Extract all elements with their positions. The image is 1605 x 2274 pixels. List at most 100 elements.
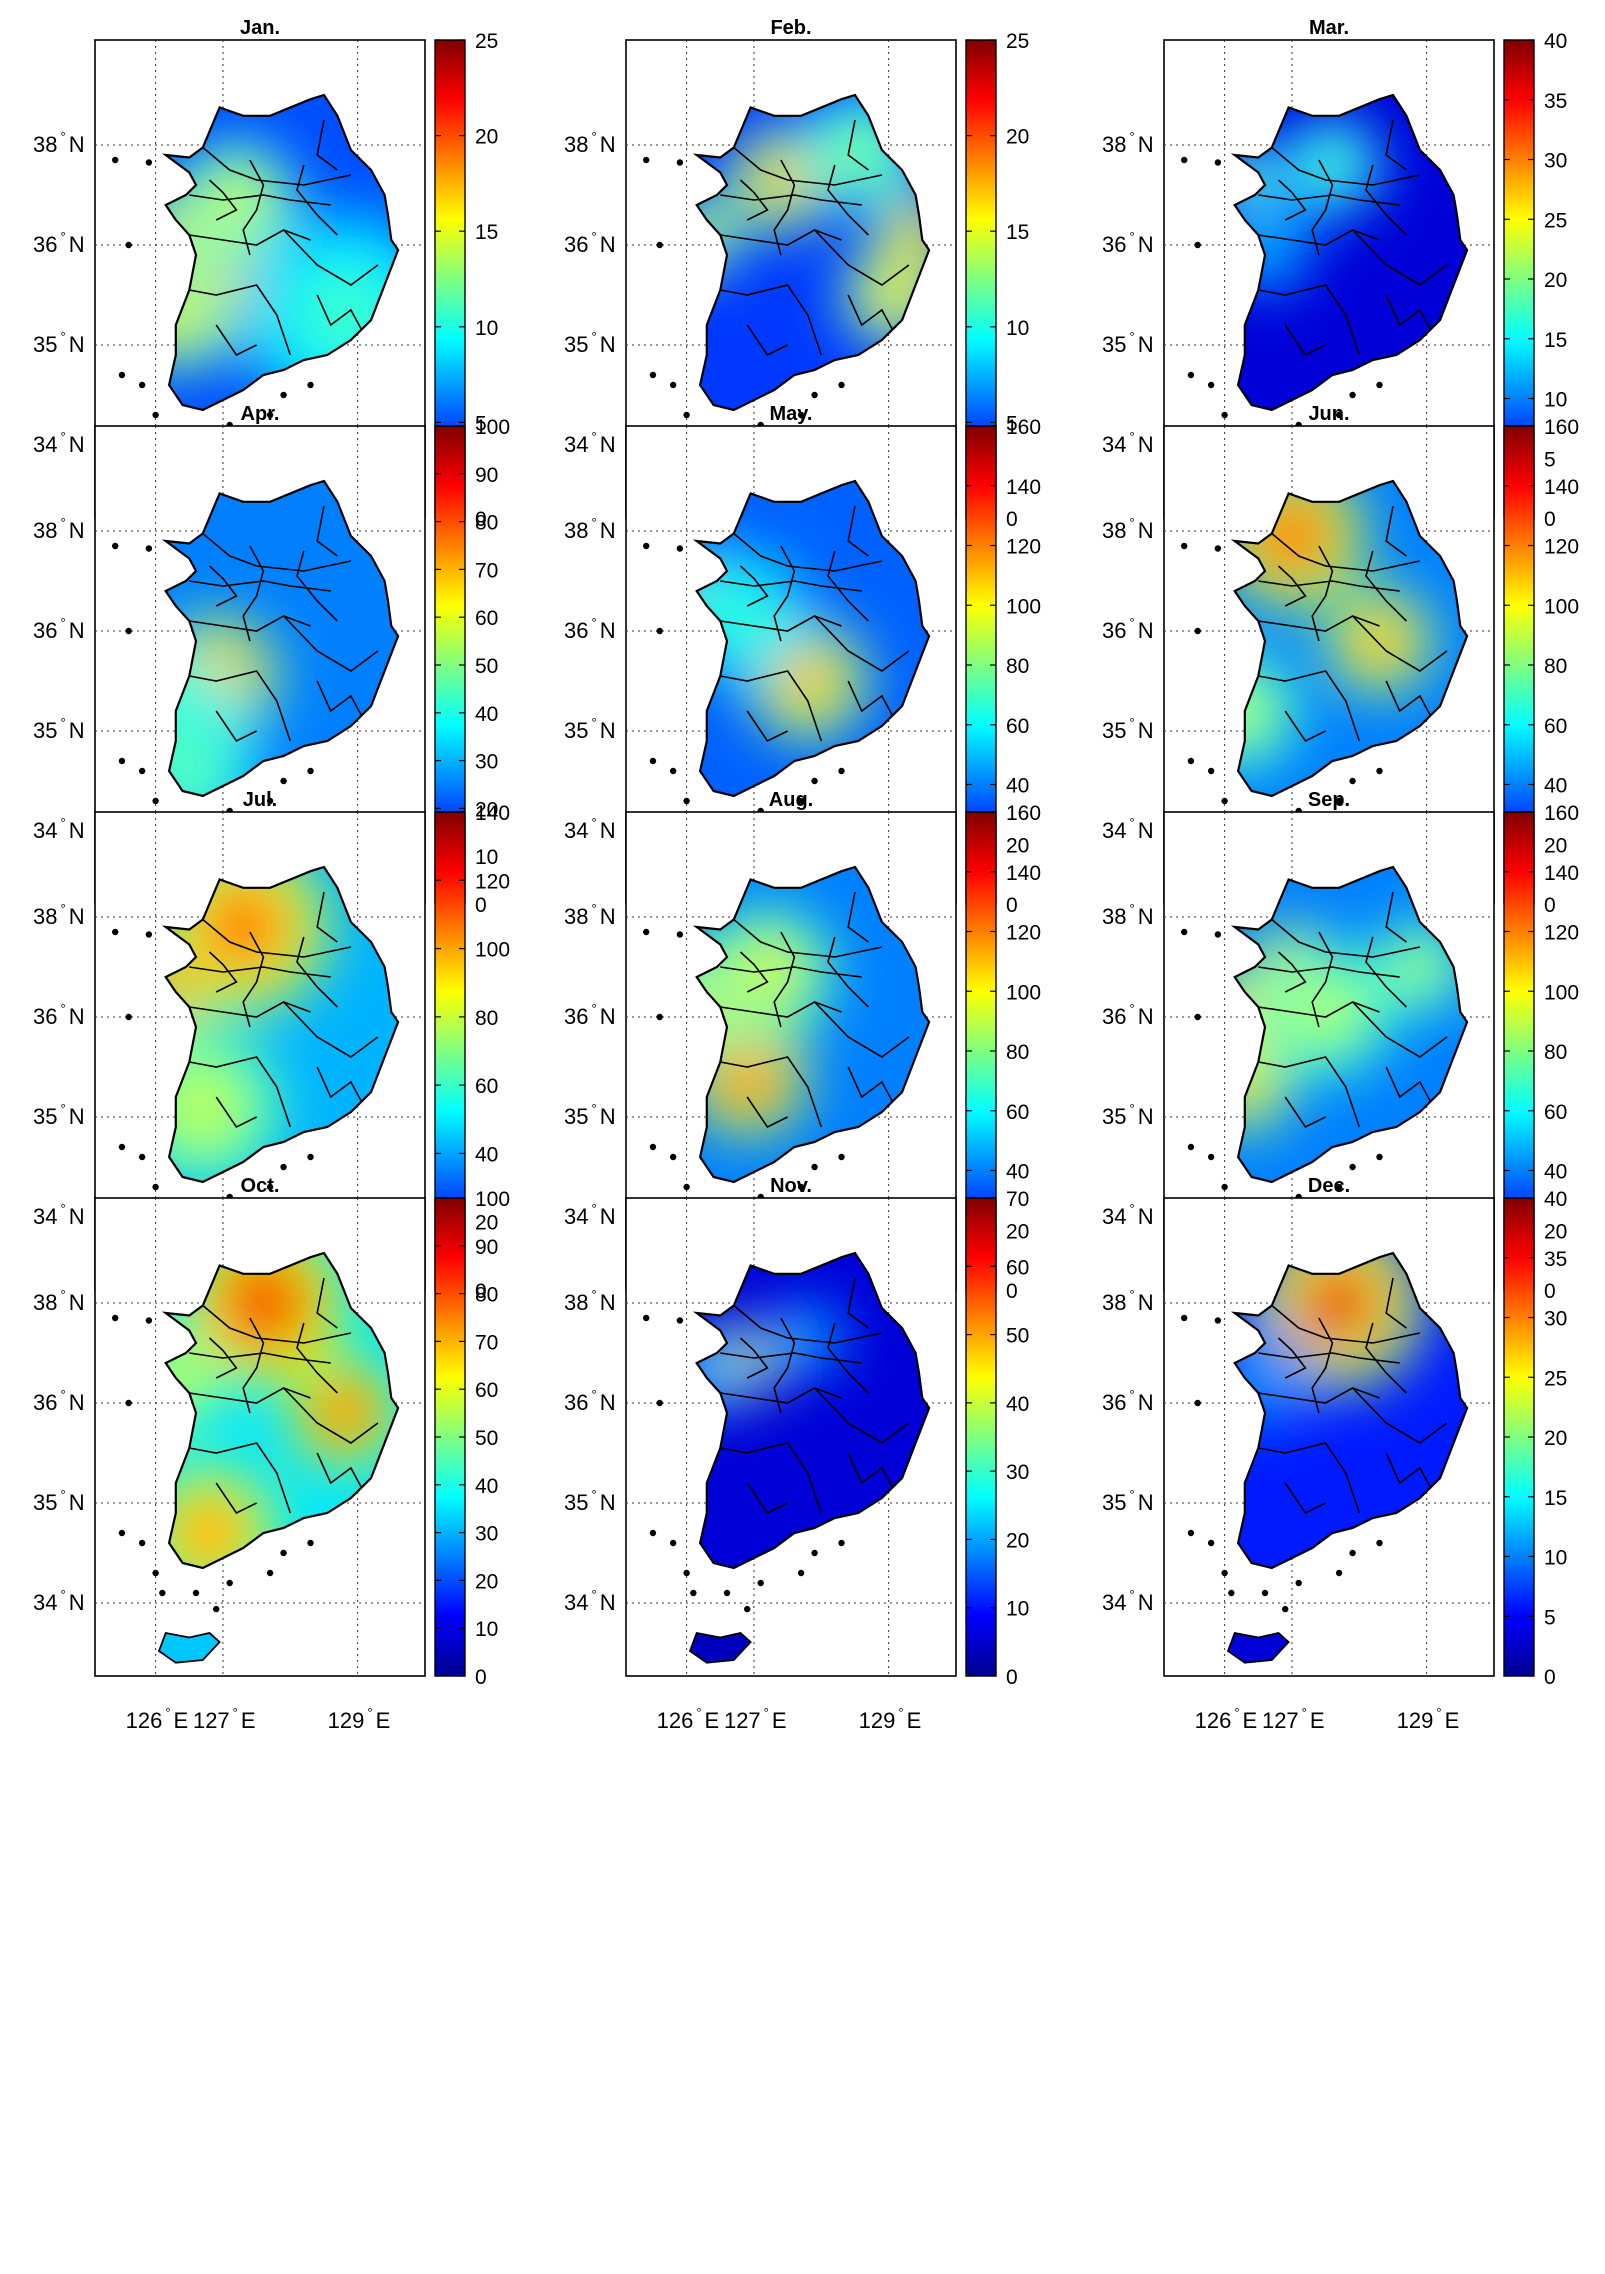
islet bbox=[1207, 1539, 1215, 1547]
korea-mainland bbox=[1230, 865, 1469, 1184]
admin-border bbox=[847, 891, 869, 943]
korea-mainland bbox=[692, 865, 931, 1184]
panel-title: Jan. bbox=[240, 17, 280, 39]
islet bbox=[1349, 1549, 1356, 1557]
colorbar-tick-label: 10 bbox=[1006, 317, 1029, 340]
hotspot bbox=[1318, 151, 1347, 179]
lat-tick-label: 38 ° N bbox=[1102, 129, 1154, 157]
lat-tick-label: 36 ° N bbox=[1102, 1387, 1154, 1415]
month-panel: Oct. 38 ° N 36 ° N 35 ° N 34 ° N 126 ° E 127 ° E 129 ° E 0 10 20… bbox=[33, 1175, 510, 1733]
islet bbox=[676, 1317, 684, 1324]
admin-border bbox=[208, 951, 238, 993]
admin-border bbox=[733, 1304, 883, 1344]
colorbar-tick-label: 40 bbox=[475, 1143, 498, 1166]
islet bbox=[1261, 1589, 1269, 1597]
islet bbox=[118, 371, 126, 379]
admin-border bbox=[1271, 918, 1421, 958]
lat-tick-label: 35 ° N bbox=[1102, 1487, 1154, 1515]
colorbar-tick-label: 90 bbox=[475, 464, 498, 487]
islet bbox=[683, 411, 690, 419]
colorbar-tick-label: 80 bbox=[475, 512, 498, 535]
colorbar-tick-label: 30 bbox=[1544, 150, 1567, 173]
colorbar-tick-label: 15 bbox=[1544, 1487, 1567, 1510]
admin-borders bbox=[720, 891, 910, 1129]
admin-border bbox=[1284, 1482, 1326, 1515]
lon-tick-label: 126°E bbox=[126, 1705, 189, 1733]
admin-border bbox=[733, 918, 883, 958]
colorbar-tick-label: 100 bbox=[1006, 595, 1041, 618]
colorbar-tick-label: 10 bbox=[475, 317, 498, 340]
admin-border bbox=[746, 324, 788, 357]
jeju-island bbox=[157, 1631, 221, 1664]
lat-tick-label: 38 ° N bbox=[564, 515, 616, 543]
colorbar-tick-label: 120 bbox=[1006, 536, 1041, 559]
colorbar-tick-label: 120 bbox=[1006, 922, 1041, 945]
colorbar-tick-label: 5 bbox=[1006, 412, 1018, 435]
korea-mainland bbox=[692, 93, 931, 412]
admin-border bbox=[1258, 1352, 1400, 1364]
admin-border bbox=[1277, 179, 1307, 221]
admin-border bbox=[189, 1442, 292, 1514]
colorbar-tick-label: 20 bbox=[1544, 1220, 1567, 1243]
islet bbox=[145, 159, 153, 166]
islet bbox=[643, 542, 650, 550]
islet bbox=[145, 545, 153, 552]
admin-border bbox=[720, 284, 823, 356]
islet bbox=[744, 1605, 751, 1613]
islet bbox=[683, 797, 690, 805]
islet bbox=[1349, 777, 1356, 785]
admin-border bbox=[242, 1317, 265, 1414]
colorbar-tick-label: 60 bbox=[1006, 715, 1029, 738]
colorbar-tick-label: 60 bbox=[1544, 1101, 1567, 1124]
panel-title: May. bbox=[770, 403, 813, 425]
lon-tick-label: 129°E bbox=[1397, 1705, 1460, 1733]
islet bbox=[676, 159, 684, 166]
islet bbox=[811, 1549, 818, 1557]
islet bbox=[1207, 1153, 1215, 1161]
admin-border bbox=[827, 550, 869, 622]
admin-border bbox=[827, 164, 869, 236]
islet bbox=[138, 1539, 146, 1547]
colorbar-tick-label: 160 bbox=[1006, 416, 1041, 439]
admin-border bbox=[316, 505, 338, 557]
islet bbox=[838, 381, 845, 389]
admin-border bbox=[1277, 951, 1307, 993]
islet bbox=[649, 371, 657, 379]
islet bbox=[838, 1539, 845, 1547]
admin-border bbox=[720, 670, 823, 742]
colorbar-tick-label: 80 bbox=[1544, 1041, 1567, 1064]
lat-tick-label: 38 ° N bbox=[564, 1287, 616, 1315]
admin-border bbox=[189, 1352, 331, 1364]
colorbar-tick-label: 140 bbox=[1006, 476, 1041, 499]
admin-border bbox=[1258, 670, 1361, 742]
admin-border bbox=[1284, 324, 1326, 357]
islet bbox=[1376, 381, 1383, 389]
islet bbox=[723, 1589, 731, 1597]
admin-border bbox=[720, 1056, 823, 1128]
islet bbox=[280, 777, 287, 785]
admin-border bbox=[1385, 1066, 1435, 1108]
islet bbox=[1194, 627, 1201, 635]
admin-border bbox=[316, 119, 338, 171]
korea-mainland bbox=[161, 1251, 400, 1570]
admin-border bbox=[814, 1001, 910, 1058]
colorbar-tick-label: 5 bbox=[1544, 448, 1556, 471]
lat-tick-label: 35 ° N bbox=[564, 715, 616, 743]
admin-border bbox=[720, 194, 862, 206]
colorbar-tick-label: 30 bbox=[475, 751, 498, 774]
admin-borders bbox=[1258, 119, 1448, 357]
colorbar-tick-label: 10 bbox=[1544, 1547, 1567, 1570]
colorbar-tick-label: 160 bbox=[1544, 416, 1579, 439]
lon-tick-label: 126°E bbox=[1195, 1705, 1258, 1733]
islet bbox=[112, 156, 119, 164]
lat-tick-label: 34 ° N bbox=[33, 815, 85, 843]
colorbar-tick-label: 60 bbox=[1544, 715, 1567, 738]
admin-border bbox=[1258, 1056, 1361, 1128]
lat-tick-label: 35 ° N bbox=[33, 1101, 85, 1129]
islet bbox=[811, 777, 818, 785]
admin-border bbox=[1277, 565, 1307, 607]
admin-border bbox=[720, 580, 862, 592]
islet bbox=[1214, 931, 1222, 938]
korea-mainland bbox=[161, 93, 400, 412]
colorbar-tick-label: 15 bbox=[1006, 221, 1029, 244]
